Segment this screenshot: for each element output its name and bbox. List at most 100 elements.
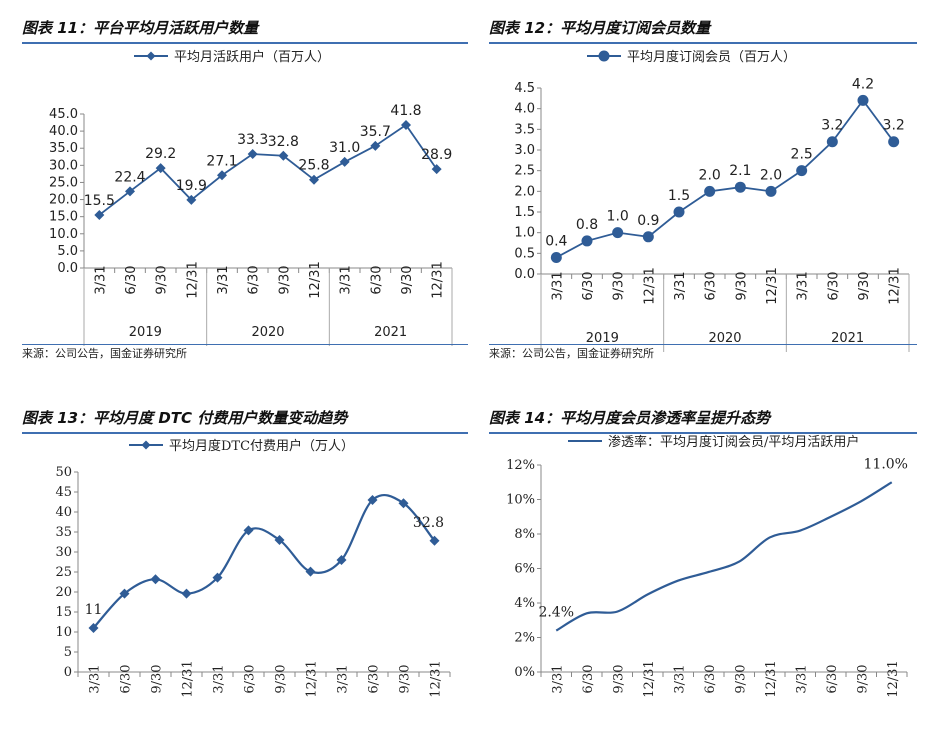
y-tick-label: 0.0 [514, 267, 535, 282]
data-point [217, 170, 227, 181]
data-point [888, 136, 900, 148]
x-tick-label: 9/30 [155, 265, 170, 294]
x-tick-label: 9/30 [277, 265, 292, 294]
x-tick-label: 9/30 [400, 265, 415, 294]
x-tick-label: 12/31 [888, 267, 903, 304]
y-tick-label: 30 [55, 545, 72, 560]
legend-label: 平均月度DTC付费用户（万人） [169, 438, 354, 454]
data-label: 22.4 [114, 169, 145, 185]
data-label: 2.5 [791, 147, 813, 163]
legend-label: 渗透率：平均月度订阅会员/平均月活跃用户 [608, 434, 859, 450]
x-tick-label: 12/31 [181, 660, 196, 697]
data-point [401, 119, 411, 130]
y-tick-label: 3.5 [514, 122, 535, 137]
data-point [309, 174, 319, 185]
data-point [339, 156, 350, 167]
x-tick-label: 12/31 [642, 267, 657, 304]
y-tick-label: 12% [506, 458, 535, 473]
data-point [94, 209, 105, 220]
x-tick-label: 9/30 [612, 271, 627, 300]
x-tick-label: 3/31 [216, 265, 231, 294]
chart-14-plot: 0% 2% 4% 6% 8% 10% 12% 3/31 6/30 9/30 12/31 3/31 6/3… [506, 434, 908, 698]
data-point [673, 206, 685, 218]
data-point [765, 185, 777, 197]
y-tick-label: 1.5 [514, 205, 535, 220]
y-tick-label: 2% [514, 631, 535, 646]
data-label: 15.5 [84, 193, 115, 209]
x-tick-label: 6/30 [369, 265, 384, 294]
data-point [247, 149, 258, 160]
y-tick-label: 4.0 [514, 102, 535, 117]
x-tick-label: 12/31 [764, 660, 779, 697]
data-point [398, 498, 409, 509]
chart-12-plot: 0.0 0.5 1.0 1.5 2.0 2.5 3.0 3.5 4.0 4.5 3/31 6/30 9/… [514, 49, 910, 352]
x-group-label: 2021 [831, 331, 864, 346]
data-label: 1.0 [607, 209, 629, 225]
x-group-label: 2019 [129, 325, 162, 340]
series-line [92, 493, 436, 629]
data-point [186, 194, 197, 205]
y-tick-label: 45.0 [49, 107, 78, 122]
data-label: 41.8 [390, 103, 421, 119]
y-tick-label: 25.0 [49, 175, 78, 190]
x-tick-label: 12/31 [429, 660, 444, 697]
x-tick-label: 3/31 [88, 664, 103, 693]
chart-panel-14: 图表 14：平均月度会员渗透率呈提升态势 0% 2% 4% 6% 8% 10% 12% 3/3… [489, 404, 917, 729]
data-point [370, 140, 381, 151]
chart-11-plot: 0.0 5.0 10.0 15.0 20.0 25.0 30.0 35.0 40.0 45.0 3/… [49, 49, 453, 346]
x-tick-label: 3/31 [339, 265, 354, 294]
y-tick-label: 0.0 [57, 261, 78, 276]
data-label: 33.3 [237, 132, 268, 148]
series-line [555, 481, 893, 632]
y-tick-label: 50 [55, 465, 72, 480]
chart-title: 图表 13：平均月度 DTC 付费用户数量变动趋势 [22, 404, 468, 434]
data-point [734, 181, 746, 193]
x-tick-label: 12/31 [305, 660, 320, 697]
y-tick-label: 0 [64, 665, 72, 680]
y-tick-label: 15 [55, 605, 72, 620]
y-tick-label: 5 [64, 645, 72, 660]
x-tick-label: 6/30 [825, 664, 840, 693]
data-point [429, 535, 440, 546]
x-tick-label: 6/30 [119, 664, 134, 693]
data-point [181, 588, 192, 599]
data-point [550, 251, 562, 263]
y-tick-label: 0.5 [514, 246, 535, 261]
y-tick-label: 2.5 [514, 164, 535, 179]
data-label: 25.8 [298, 158, 329, 174]
y-tick-label: 10 [55, 625, 72, 640]
x-tick-label: 9/30 [150, 664, 165, 693]
data-label: 32.8 [268, 134, 299, 150]
x-tick-label: 3/31 [550, 271, 565, 300]
data-label: 28.9 [421, 147, 452, 163]
data-label: 2.4% [538, 605, 574, 621]
data-point [119, 588, 130, 599]
x-tick-label: 3/31 [550, 664, 565, 693]
x-tick-label: 12/31 [642, 660, 657, 697]
legend-swatch-marker [598, 50, 610, 62]
x-tick-label: 9/30 [733, 664, 748, 693]
y-tick-label: 20.0 [49, 193, 78, 208]
data-label: 31.0 [329, 140, 360, 156]
x-tick-label: 3/31 [93, 265, 108, 294]
y-tick-label: 20 [55, 585, 72, 600]
data-label: 0.9 [637, 213, 659, 229]
x-tick-label: 6/30 [243, 664, 258, 693]
chart-13-plot: 0 5 10 15 20 25 30 35 40 45 50 3/31 6/30 9/30 12/31 3/3… [55, 438, 451, 698]
data-point [704, 185, 716, 197]
legend-label: 平均月度订阅会员（百万人） [627, 49, 796, 65]
data-point [88, 623, 99, 633]
data-label: 3.2 [883, 118, 905, 134]
y-tick-label: 10.0 [49, 227, 78, 242]
data-point [212, 572, 223, 583]
x-tick-label: 3/31 [336, 664, 351, 693]
data-point [274, 535, 285, 545]
y-tick-label: 5.0 [57, 244, 78, 259]
data-label: 1.5 [668, 188, 690, 204]
data-point [857, 94, 869, 106]
data-label: 2.1 [729, 163, 751, 179]
x-tick-label: 6/30 [247, 265, 262, 294]
data-point [612, 227, 624, 239]
x-group-label: 2020 [708, 331, 741, 346]
x-tick-label: 6/30 [581, 271, 596, 300]
